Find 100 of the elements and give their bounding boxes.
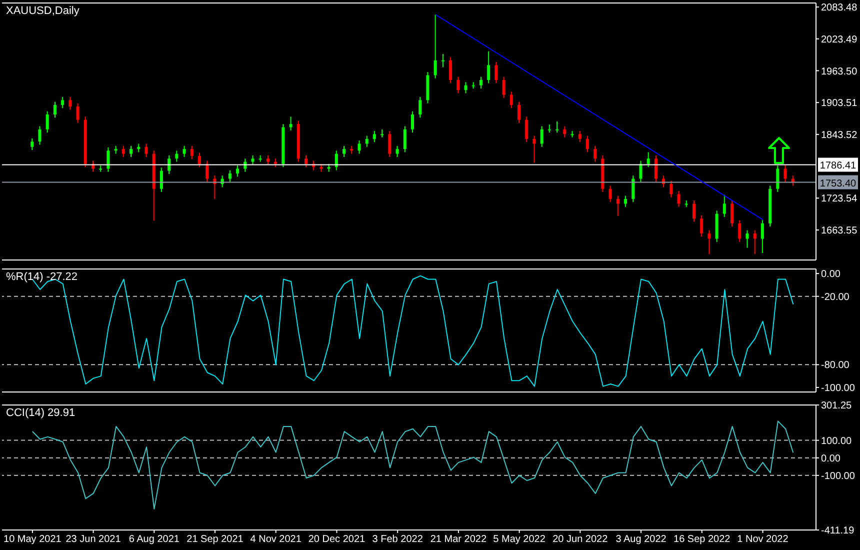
candlestick — [654, 154, 658, 182]
candlestick — [76, 102, 80, 124]
candlestick — [776, 164, 780, 193]
candlestick — [586, 135, 589, 153]
candlestick — [532, 135, 536, 164]
candlestick — [30, 138, 34, 151]
candlestick — [160, 167, 163, 193]
candlestick — [61, 96, 64, 109]
candlestick — [502, 76, 506, 99]
candlestick — [182, 145, 186, 158]
candlestick — [418, 96, 422, 118]
candlestick — [563, 126, 566, 138]
candlestick — [639, 160, 642, 182]
candlestick — [53, 101, 56, 118]
x-tick-label: 3 Aug 2022 — [616, 534, 667, 546]
candlestick — [144, 143, 148, 158]
candlestick — [753, 230, 756, 255]
candlestick — [556, 120, 559, 134]
x-tick-label: 21 Sep 2021 — [186, 534, 244, 546]
y-tick-label: 2023.49 — [821, 34, 858, 46]
candlestick — [784, 164, 787, 182]
candlestick — [396, 145, 399, 158]
candlestick — [746, 230, 749, 248]
candlestick — [608, 185, 612, 203]
candlestick — [251, 154, 254, 166]
candlestick — [38, 126, 42, 146]
x-tick-label: 23 Jun 2021 — [66, 534, 122, 546]
y-tick-label: 1963.50 — [821, 66, 858, 78]
y-tick-label: -411.19 — [821, 526, 855, 537]
candlestick — [760, 220, 764, 254]
candlestick — [624, 195, 628, 208]
candlestick — [456, 76, 460, 94]
candlestick — [122, 145, 125, 158]
candlestick — [479, 76, 482, 89]
candlestick — [198, 152, 201, 168]
candlestick — [206, 160, 209, 182]
y-tick-label: 1663.55 — [821, 226, 858, 237]
candlestick — [494, 61, 498, 84]
candlestick — [677, 190, 680, 208]
candlestick — [646, 152, 650, 168]
candlestick — [518, 101, 521, 124]
candlestick — [464, 82, 468, 94]
x-tick-label: 20 Dec 2021 — [308, 534, 366, 546]
y-tick-label: -100.00 — [821, 382, 856, 394]
candlestick — [168, 154, 171, 174]
y-tick-label: -20.00 — [821, 292, 850, 303]
candlestick — [616, 195, 620, 216]
candlestick — [68, 96, 72, 110]
candlestick — [441, 53, 444, 68]
x-tick-label: 3 Feb 2022 — [372, 534, 424, 546]
x-tick-label: 6 Aug 2021 — [128, 534, 180, 546]
candlestick — [487, 50, 490, 84]
candlestick — [106, 146, 110, 172]
candlestick — [730, 200, 734, 228]
candlestick — [700, 214, 704, 238]
y-tick-label: 0.00 — [821, 453, 841, 464]
candlestick — [738, 220, 742, 242]
candlestick — [434, 14, 437, 79]
candlestick — [190, 145, 194, 160]
candlestick — [228, 170, 232, 182]
candlestick — [708, 230, 711, 255]
x-tick-label: 20 Jun 2022 — [552, 534, 608, 546]
y-tick-label: 1843.52 — [821, 130, 858, 141]
candlestick — [594, 145, 597, 162]
candlestick — [358, 140, 361, 154]
y-tick-label: -80.00 — [821, 360, 850, 372]
y-tick-label: -100.00 — [821, 470, 856, 482]
y-tick-label: 1723.54 — [821, 194, 858, 205]
candlestick — [365, 135, 368, 148]
candlestick — [403, 126, 406, 153]
candlestick — [525, 116, 528, 143]
candlestick — [449, 56, 452, 84]
candlestick — [388, 130, 392, 158]
y-tick-label: 100.00 — [821, 436, 852, 447]
candlestick — [692, 200, 696, 222]
chart-title: CCI(14) 29.91 — [6, 407, 76, 419]
candlestick — [632, 175, 635, 203]
candlestick — [175, 150, 178, 162]
y-tick-label: 2083.48 — [821, 2, 858, 14]
ref-line-label: 1753.40 — [820, 178, 857, 190]
y-tick-label: 0.00 — [821, 269, 841, 280]
x-tick-label: 16 Sep 2022 — [674, 534, 731, 546]
x-tick-label: 10 May 2021 — [4, 534, 62, 546]
candlestick — [266, 154, 270, 166]
y-tick-label: 1903.51 — [821, 98, 858, 110]
candlestick — [670, 180, 673, 198]
candlestick — [334, 150, 338, 171]
ref-line-label: 1786.41 — [820, 160, 857, 172]
candlestick — [411, 110, 414, 134]
chart-title: %R(14) -27.22 — [6, 271, 78, 283]
candlestick — [342, 145, 346, 158]
candlestick — [540, 126, 544, 148]
candlestick — [236, 164, 240, 178]
candlestick — [304, 154, 308, 168]
candlestick — [289, 116, 292, 131]
x-tick-label: 1 Nov 2022 — [737, 534, 789, 546]
x-tick-label: 5 May 2022 — [493, 534, 546, 546]
x-tick-label: 4 Nov 2021 — [250, 534, 302, 546]
candlestick — [46, 110, 49, 134]
candlestick — [372, 130, 376, 143]
